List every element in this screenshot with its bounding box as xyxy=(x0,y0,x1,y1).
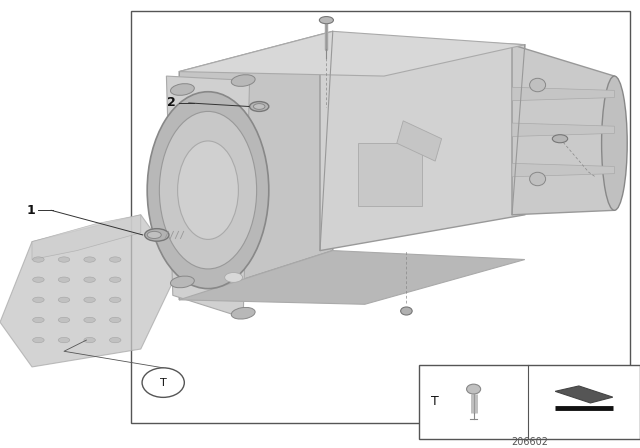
Ellipse shape xyxy=(401,307,412,315)
Ellipse shape xyxy=(33,337,44,343)
Ellipse shape xyxy=(225,272,243,282)
Bar xyxy=(419,365,640,439)
Ellipse shape xyxy=(58,277,70,282)
Text: 2: 2 xyxy=(167,96,176,109)
Ellipse shape xyxy=(602,76,627,210)
Ellipse shape xyxy=(58,317,70,323)
Ellipse shape xyxy=(147,92,269,289)
Ellipse shape xyxy=(84,317,95,323)
Ellipse shape xyxy=(109,317,121,323)
Ellipse shape xyxy=(319,17,333,24)
Ellipse shape xyxy=(33,277,44,282)
Ellipse shape xyxy=(250,102,269,112)
Polygon shape xyxy=(512,164,614,177)
Ellipse shape xyxy=(58,297,70,302)
Polygon shape xyxy=(0,215,179,367)
Ellipse shape xyxy=(109,257,121,262)
Ellipse shape xyxy=(530,172,545,186)
Ellipse shape xyxy=(84,337,95,343)
Text: T: T xyxy=(160,378,166,388)
Ellipse shape xyxy=(84,277,95,282)
Ellipse shape xyxy=(467,384,481,394)
Polygon shape xyxy=(512,45,614,215)
Ellipse shape xyxy=(33,257,44,262)
Ellipse shape xyxy=(84,297,95,302)
Circle shape xyxy=(142,368,184,397)
Ellipse shape xyxy=(109,337,121,343)
Ellipse shape xyxy=(159,112,257,269)
Ellipse shape xyxy=(170,276,195,288)
Text: 206602: 206602 xyxy=(511,437,548,447)
Polygon shape xyxy=(179,31,333,300)
Ellipse shape xyxy=(109,277,121,282)
Bar xyxy=(131,11,630,423)
Ellipse shape xyxy=(178,141,239,239)
Ellipse shape xyxy=(530,78,545,92)
Ellipse shape xyxy=(253,103,265,109)
Polygon shape xyxy=(179,31,525,76)
Ellipse shape xyxy=(33,317,44,323)
Polygon shape xyxy=(179,250,525,304)
Ellipse shape xyxy=(231,75,255,86)
Text: T: T xyxy=(431,395,439,408)
Ellipse shape xyxy=(147,231,161,238)
Polygon shape xyxy=(397,121,442,161)
Ellipse shape xyxy=(109,297,121,302)
Ellipse shape xyxy=(145,228,169,241)
Polygon shape xyxy=(512,123,614,137)
Ellipse shape xyxy=(170,84,195,95)
Ellipse shape xyxy=(552,135,568,143)
Bar xyxy=(358,143,422,206)
Ellipse shape xyxy=(231,307,255,319)
Ellipse shape xyxy=(33,297,44,302)
Ellipse shape xyxy=(58,257,70,262)
Polygon shape xyxy=(166,76,250,318)
Polygon shape xyxy=(555,386,613,403)
Text: 1: 1 xyxy=(26,204,35,217)
Ellipse shape xyxy=(84,257,95,262)
Polygon shape xyxy=(320,36,525,250)
Polygon shape xyxy=(32,215,141,259)
Ellipse shape xyxy=(58,337,70,343)
Polygon shape xyxy=(512,87,614,101)
